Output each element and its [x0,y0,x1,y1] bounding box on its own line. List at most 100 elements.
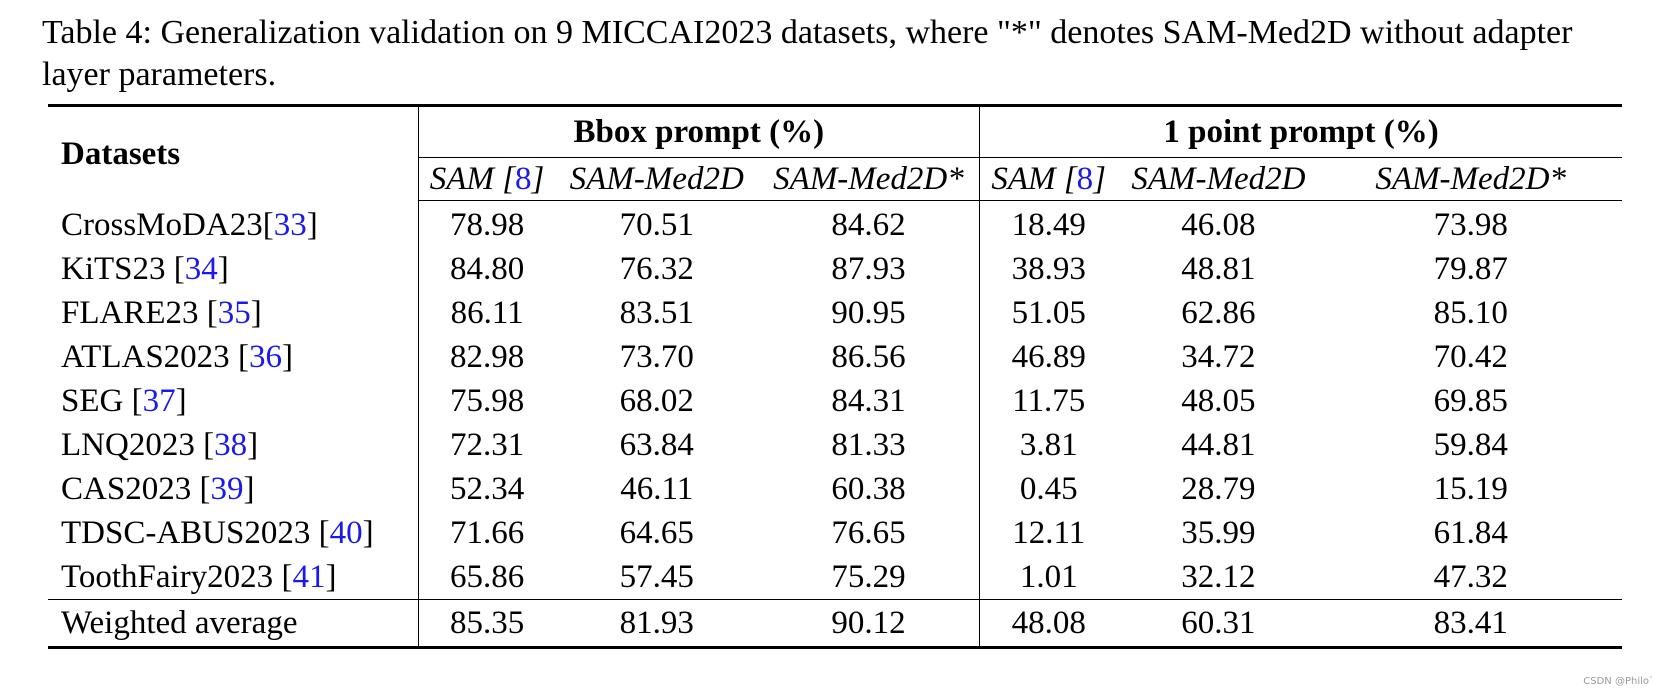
table-cell: 48.05 [1181,383,1256,419]
point-prompt-header: 1 point prompt (%) [979,105,1622,158]
datasets-header: Datasets [48,105,419,201]
table-cell: 11.75 [1012,383,1086,419]
table-cell: 84.31 [757,379,981,423]
table-cell: 83.41 [1319,599,1622,648]
table-cell: 52.34 [449,471,525,507]
table-row: CAS2023 [39] 52.34 46.11 60.38 0.45 28.79 15.1… [48,467,1622,511]
table-cell: 28.79 [1181,471,1256,507]
citation-link[interactable]: 40 [329,515,363,551]
table-cell: 64.65 [619,515,694,551]
row-label: ATLAS2023 [36] [48,335,419,379]
table-cell: 70.42 [1433,339,1508,375]
table-cell: 82.98 [449,339,525,375]
table-cell: 90.95 [757,291,981,335]
citation-link[interactable]: 35 [217,295,251,331]
citation-link[interactable]: 36 [248,339,282,375]
method-header: SAM-Med2D [555,157,758,201]
table-cell: 73.98 [1433,207,1508,243]
table-row: CrossMoDA23[33] 78.98 70.51 84.62 18.49 46.08… [48,200,1622,247]
table-cell: 48.08 [979,599,1118,648]
row-label: Weighted average [48,599,419,648]
table-cell: 81.93 [555,599,758,648]
table-cell: 73.70 [619,339,694,375]
row-label: CrossMoDA23[33] [48,200,419,247]
table-cell: 44.81 [1181,427,1256,463]
table-cell: 38.93 [1011,251,1086,287]
table-cell: 59.84 [1433,427,1508,463]
table-cell: 86.56 [757,335,981,379]
table-cell: 81.33 [757,423,981,467]
row-label: CAS2023 [39] [48,467,419,511]
table-cell: 87.93 [757,247,981,291]
citation-link[interactable]: 37 [142,383,176,419]
table-cell: 83.51 [619,295,694,331]
table-cell: 75.98 [449,383,525,419]
table-row: TDSC-ABUS2023 [40] 71.66 64.65 76.65 12.11 35… [48,511,1622,555]
table-row: SEG [37] 75.98 68.02 84.31 11.75 48.05 69.85 [48,379,1622,423]
table-cell: 70.51 [619,207,694,243]
table-cell: 18.49 [1011,207,1086,243]
table-cell: 51.05 [1011,295,1086,331]
table-cell: 78.98 [449,207,525,243]
table-cell: 79.87 [1433,251,1508,287]
table-cell: 57.45 [619,559,694,595]
row-label: KiTS23 [34] [48,247,419,291]
citation-link[interactable]: 8 [515,161,532,197]
row-label: FLARE23 [35] [48,291,419,335]
table-caption: Table 4: Generalization validation on 9 … [42,14,1573,93]
table-cell: 46.08 [1181,207,1256,243]
table-cell: 61.84 [1433,515,1508,551]
table-cell: 63.84 [619,427,694,463]
table-cell: 47.32 [1433,559,1508,595]
table-cell: 15.19 [1433,471,1508,507]
method-header: SAM [8] [979,157,1118,201]
watermark: CSDN @Philo` [1583,676,1654,687]
citation-link[interactable]: 33 [273,206,307,243]
row-label: ToothFairy2023 [41] [48,555,419,600]
method-header: SAM-Med2D [1117,157,1320,201]
citation-link[interactable]: 39 [210,471,244,507]
table-row: ToothFairy2023 [41] 65.86 57.45 75.29 1.01 32… [48,555,1622,600]
bbox-prompt-header: Bbox prompt (%) [418,105,981,158]
table-cell: 32.12 [1181,559,1256,595]
table-cell: 72.31 [449,427,525,463]
table-cell: 62.86 [1181,295,1256,331]
table-row: ATLAS2023 [36] 82.98 73.70 86.56 46.89 34.72 7… [48,335,1622,379]
table-cell: 76.32 [619,251,694,287]
table-cell: 3.81 [1019,427,1078,463]
table-cell: 68.02 [619,383,694,419]
table-cell: 46.11 [620,471,694,507]
table-row: LNQ2023 [38] 72.31 63.84 81.33 3.81 44.81 59.8… [48,423,1622,467]
row-label: TDSC-ABUS2023 [40] [48,511,419,555]
row-label: LNQ2023 [38] [48,423,419,467]
table-cell: 71.66 [449,515,525,551]
table-cell: 65.86 [449,559,525,595]
table-cell: 85.35 [418,599,556,648]
citation-link[interactable]: 41 [292,559,326,595]
table-cell: 85.10 [1433,295,1508,331]
average-row: Weighted average 85.35 81.93 90.12 48.08… [48,599,1622,648]
table-cell: 0.45 [1019,471,1078,507]
citation-link[interactable]: 8 [1076,161,1094,197]
table-cell: 35.99 [1181,515,1256,551]
method-header-row: SAM [8] SAM-Med2D SAM-Med2D* SAM [8] SAM… [48,157,1622,201]
table-cell: 90.12 [757,599,981,648]
table-cell: 75.29 [757,555,981,600]
results-table: Datasets Bbox prompt (%) 1 point prompt … [48,104,1622,649]
citation-link[interactable]: 38 [214,427,248,463]
table-cell: 34.72 [1181,339,1256,375]
table-cell: 1.01 [1019,559,1078,595]
method-header: SAM-Med2D* [757,157,981,201]
method-header: SAM [8] [418,157,556,201]
table-row: FLARE23 [35] 86.11 83.51 90.95 51.05 62.86 85.… [48,291,1622,335]
method-header: SAM-Med2D* [1319,157,1622,201]
table-row: KiTS23 [34] 84.80 76.32 87.93 38.93 48.81 79.8… [48,247,1622,291]
citation-link[interactable]: 34 [184,251,218,287]
table-cell: 48.81 [1181,251,1256,287]
row-label: SEG [37] [48,379,419,423]
table-cell: 86.11 [450,295,524,331]
table-cell: 60.38 [757,467,981,511]
table-cell: 84.80 [449,251,525,287]
table-cell: 46.89 [1011,339,1086,375]
table-cell: 69.85 [1433,383,1508,419]
